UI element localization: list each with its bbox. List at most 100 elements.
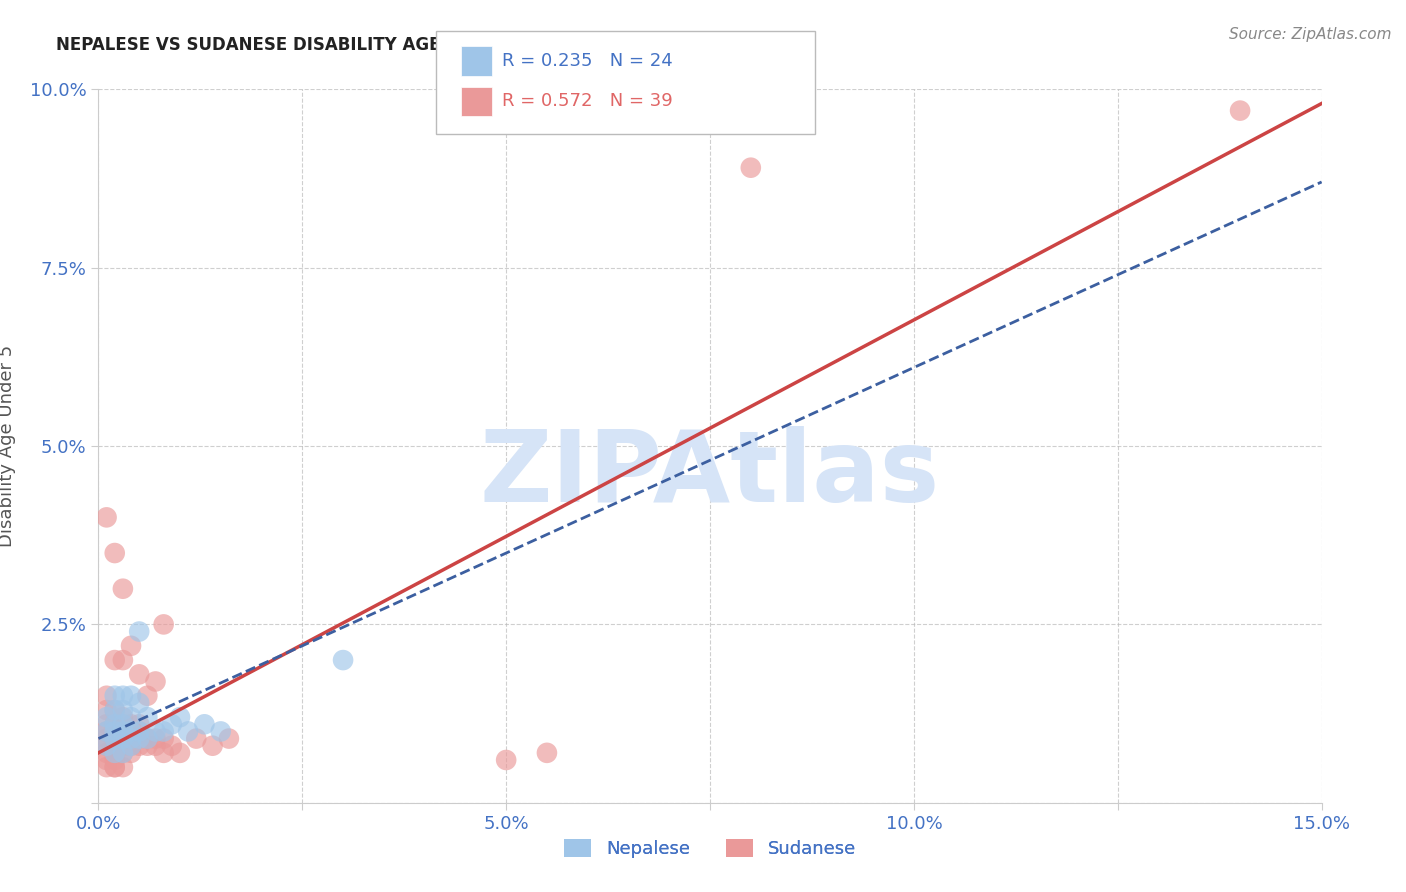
- Point: [104, 546, 127, 560]
- Point: [111, 746, 134, 760]
- Point: [104, 717, 127, 731]
- Point: [96, 703, 118, 717]
- Point: [104, 724, 127, 739]
- Point: [495, 753, 517, 767]
- Point: [96, 760, 118, 774]
- Point: [104, 731, 127, 746]
- Point: [145, 739, 167, 753]
- Legend: Nepalese, Sudanese: Nepalese, Sudanese: [564, 838, 856, 858]
- Point: [111, 717, 134, 731]
- Point: [145, 731, 167, 746]
- Point: [104, 760, 127, 774]
- Point: [111, 703, 134, 717]
- Point: [218, 731, 240, 746]
- Point: [104, 717, 127, 731]
- Point: [111, 717, 134, 731]
- Point: [120, 731, 142, 746]
- Point: [1229, 103, 1251, 118]
- Y-axis label: Disability Age Under 5: Disability Age Under 5: [0, 345, 15, 547]
- Point: [169, 710, 191, 724]
- Point: [111, 689, 134, 703]
- Point: [120, 739, 142, 753]
- Point: [128, 731, 150, 746]
- Point: [128, 724, 150, 739]
- Point: [104, 653, 127, 667]
- Point: [120, 689, 142, 703]
- Point: [111, 582, 134, 596]
- Point: [128, 717, 150, 731]
- Point: [136, 731, 159, 746]
- Point: [536, 746, 558, 760]
- Point: [128, 724, 150, 739]
- Text: ZIPAtlas: ZIPAtlas: [479, 426, 941, 523]
- Text: R = 0.235   N = 24: R = 0.235 N = 24: [502, 52, 672, 70]
- Point: [120, 724, 142, 739]
- Point: [111, 710, 134, 724]
- Point: [96, 753, 118, 767]
- Text: NEPALESE VS SUDANESE DISABILITY AGE UNDER 5 CORRELATION CHART: NEPALESE VS SUDANESE DISABILITY AGE UNDE…: [56, 36, 734, 54]
- Point: [111, 653, 134, 667]
- Point: [186, 731, 208, 746]
- Point: [120, 731, 142, 746]
- Point: [96, 510, 118, 524]
- Point: [136, 710, 159, 724]
- Point: [120, 639, 142, 653]
- Point: [96, 717, 118, 731]
- Point: [96, 724, 118, 739]
- Point: [111, 724, 134, 739]
- Point: [152, 617, 174, 632]
- Point: [201, 739, 224, 753]
- Point: [104, 746, 127, 760]
- Text: Source: ZipAtlas.com: Source: ZipAtlas.com: [1229, 27, 1392, 42]
- Point: [136, 689, 159, 703]
- Point: [740, 161, 762, 175]
- Point: [152, 724, 174, 739]
- Point: [169, 746, 191, 760]
- Point: [111, 739, 134, 753]
- Point: [128, 739, 150, 753]
- Point: [136, 739, 159, 753]
- Point: [120, 717, 142, 731]
- Point: [128, 731, 150, 746]
- Point: [104, 746, 127, 760]
- Point: [128, 667, 150, 681]
- Point: [160, 739, 183, 753]
- Point: [96, 739, 118, 753]
- Point: [160, 717, 183, 731]
- Point: [104, 703, 127, 717]
- Point: [111, 731, 134, 746]
- Point: [104, 731, 127, 746]
- Point: [104, 703, 127, 717]
- Point: [111, 746, 134, 760]
- Point: [120, 724, 142, 739]
- Point: [145, 724, 167, 739]
- Point: [128, 696, 150, 710]
- Point: [120, 739, 142, 753]
- Point: [111, 731, 134, 746]
- Text: R = 0.572   N = 39: R = 0.572 N = 39: [502, 92, 672, 110]
- Point: [209, 724, 232, 739]
- Point: [193, 717, 215, 731]
- Point: [104, 689, 127, 703]
- Point: [96, 739, 118, 753]
- Point: [111, 760, 134, 774]
- Point: [96, 731, 118, 746]
- Point: [145, 674, 167, 689]
- Point: [111, 724, 134, 739]
- Point: [104, 760, 127, 774]
- Point: [136, 731, 159, 746]
- Point: [104, 724, 127, 739]
- Point: [152, 746, 174, 760]
- Point: [128, 624, 150, 639]
- Point: [152, 731, 174, 746]
- Point: [177, 724, 200, 739]
- Point: [332, 653, 354, 667]
- Point: [120, 746, 142, 760]
- Point: [96, 710, 118, 724]
- Point: [104, 739, 127, 753]
- Point: [96, 689, 118, 703]
- Point: [96, 746, 118, 760]
- Point: [104, 753, 127, 767]
- Point: [96, 724, 118, 739]
- Point: [120, 710, 142, 724]
